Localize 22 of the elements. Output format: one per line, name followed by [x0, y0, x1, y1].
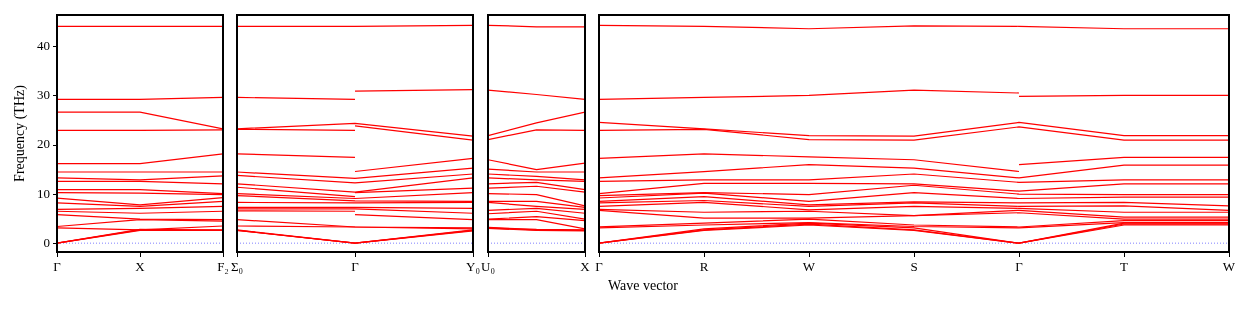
- x-tick-label: X: [135, 259, 146, 275]
- x-tick-label: W: [1222, 259, 1236, 275]
- x-tick-label: Γ: [53, 259, 62, 275]
- x-tick-label: R: [699, 259, 709, 275]
- x-tick-label: T: [1120, 259, 1129, 275]
- x-tick-label: X: [580, 259, 591, 275]
- x-tick-label: Y₀: [466, 259, 480, 275]
- x-tick-label: Γ: [351, 259, 360, 275]
- x-tick-label: F₂: [217, 259, 229, 275]
- y-tick-label: 10: [37, 185, 50, 201]
- x-tick-label: Γ: [1015, 259, 1024, 275]
- y-tick-label: 20: [37, 136, 50, 152]
- y-tick-label: 40: [37, 38, 50, 54]
- x-tick-label: W: [802, 259, 816, 275]
- x-tick-label: Γ: [595, 259, 604, 275]
- x-tick-label: U₀: [481, 259, 495, 275]
- x-tick-label: S: [910, 259, 918, 275]
- y-tick-label: 0: [43, 234, 50, 250]
- x-axis-title: Wave vector: [608, 278, 678, 294]
- y-axis-title: Frequency (THz): [12, 84, 29, 182]
- x-tick-label: Σ₀: [230, 259, 244, 275]
- y-tick-label: 30: [37, 87, 50, 103]
